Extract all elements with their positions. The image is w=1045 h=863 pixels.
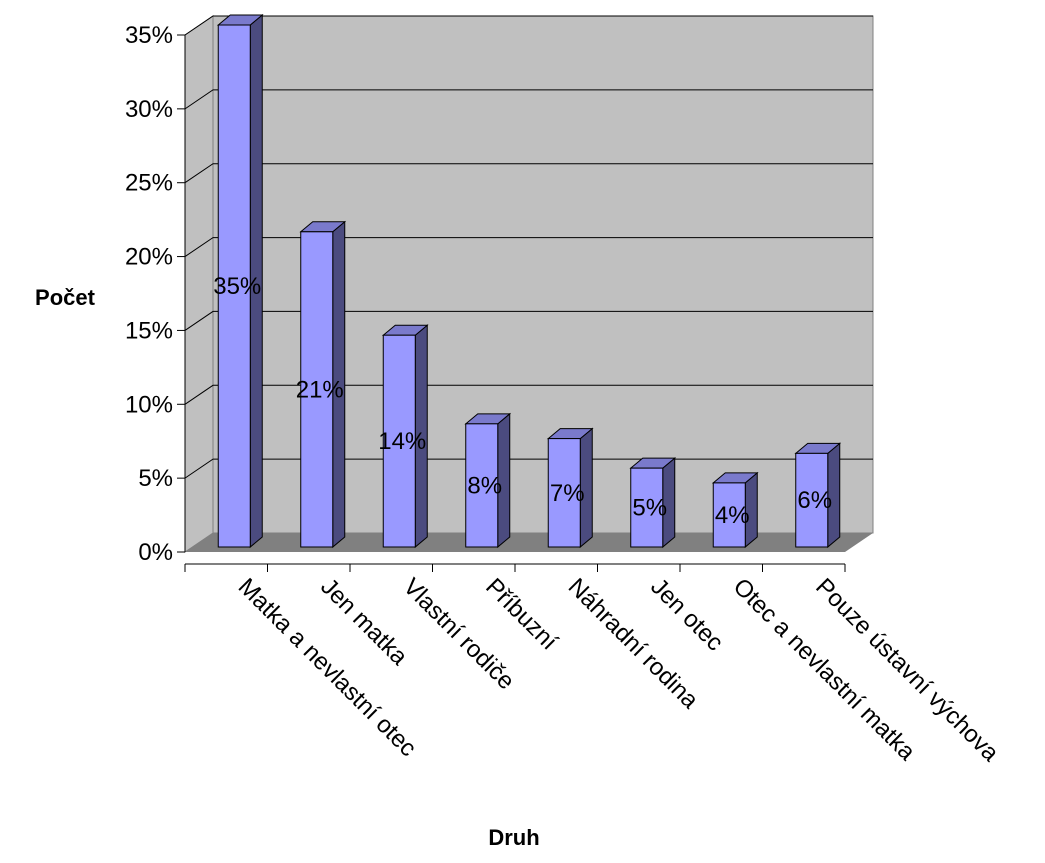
bar [711, 471, 759, 549]
bar-front [217, 24, 251, 548]
y-tick-label: 30% [125, 96, 173, 123]
y-axis-title: Počet [35, 285, 96, 310]
bar-front [382, 334, 416, 548]
data-label: 14% [378, 428, 426, 455]
data-label: 8% [467, 472, 502, 499]
gridline [184, 384, 873, 405]
bar [794, 442, 842, 549]
x-axis-title: Druh [488, 825, 539, 850]
gridline [184, 163, 873, 184]
data-label: 21% [296, 376, 344, 403]
bar [299, 220, 347, 549]
gridlines [184, 15, 873, 479]
category-label: Jen otec [645, 573, 728, 656]
data-label: 4% [715, 502, 750, 529]
data-label: 5% [632, 495, 667, 522]
bar-front [712, 482, 746, 548]
bar-front [630, 467, 664, 548]
bars [216, 13, 842, 549]
bar [464, 412, 512, 549]
gridline [184, 237, 873, 257]
chart-floor [185, 533, 873, 552]
y-tick-label: 25% [125, 170, 173, 197]
y-tick-label: 5% [138, 465, 173, 492]
gridline [184, 89, 873, 110]
bar [216, 13, 264, 549]
category-label: Příbuzní [480, 573, 563, 656]
bar-front [300, 231, 334, 548]
chart-side-wall [184, 15, 214, 553]
y-axis: 0% 5% 10% 15% 20% 25% 30% 35% [125, 22, 186, 566]
bar-front [547, 438, 581, 548]
data-label: 35% [213, 273, 261, 300]
data-label: 6% [797, 487, 832, 514]
y-tick-label: 0% [138, 539, 173, 566]
bar [629, 457, 677, 549]
y-tick-label: 10% [125, 391, 173, 418]
x-axis [184, 563, 846, 572]
data-label: 7% [550, 480, 585, 507]
data-labels: 35% 21% 14% 8% 7% 5% 4% 6% [213, 273, 832, 529]
y-tick-label: 15% [125, 317, 173, 344]
y-tick-label: 20% [125, 244, 173, 271]
gridline [184, 15, 873, 36]
bar-front [465, 423, 499, 548]
bar [381, 324, 429, 549]
bar-front [795, 452, 829, 548]
bar [546, 427, 594, 549]
gridline [184, 310, 873, 331]
y-tick-label: 35% [125, 22, 173, 49]
